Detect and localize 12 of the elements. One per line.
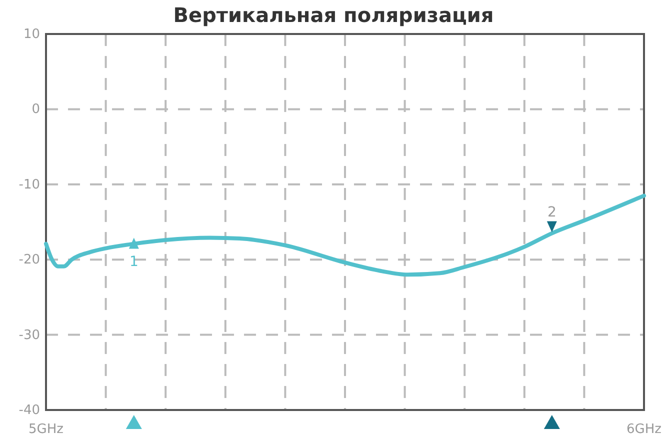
- annotation: 1: [129, 254, 138, 270]
- x-tick-label: 6GHz: [626, 422, 662, 437]
- y-tick-label: -40: [18, 403, 40, 418]
- y-tick-label: -20: [18, 252, 40, 268]
- line-series: [44, 194, 646, 277]
- chart-title: Вертикальная поляризация: [173, 3, 494, 27]
- y-tick-label: 0: [32, 102, 40, 118]
- y-tick-label: 10: [23, 27, 40, 42]
- y-tick-label: -10: [18, 177, 40, 192]
- y-tick-label: -30: [18, 328, 40, 343]
- x-tick-label: 5GHz: [28, 422, 64, 437]
- annotation: 2: [547, 204, 556, 220]
